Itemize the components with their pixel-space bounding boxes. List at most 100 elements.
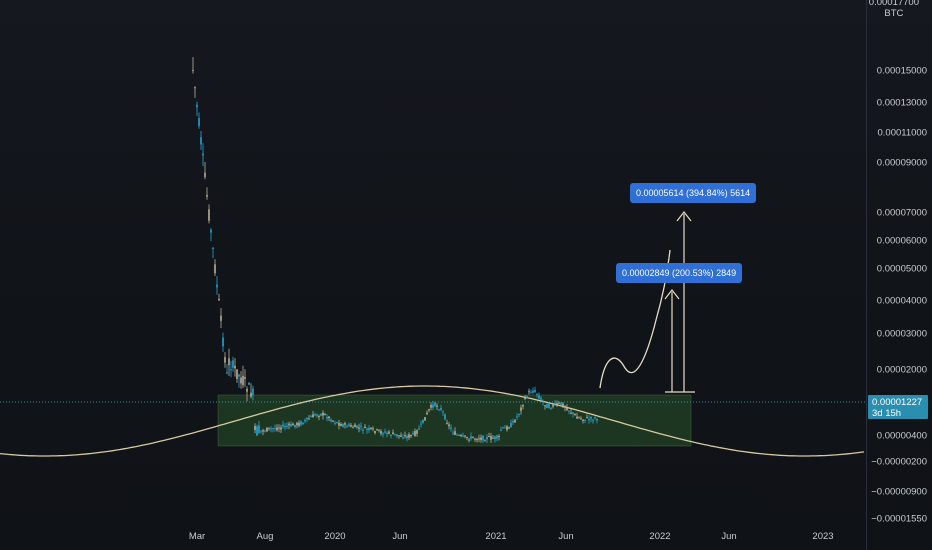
candle-body <box>396 434 398 437</box>
candle-body <box>336 422 338 424</box>
candle-body <box>228 358 230 366</box>
candle-body <box>276 427 278 431</box>
x-tick-label: Mar <box>188 531 206 542</box>
candle-body <box>288 423 290 426</box>
last-price-tag: 0.00001227 3d 15h <box>868 395 928 419</box>
candle-body <box>372 428 374 430</box>
candle-body <box>356 425 358 429</box>
candle-body <box>410 434 412 437</box>
candle-body <box>478 438 480 440</box>
candle-body <box>390 435 392 436</box>
candle-body <box>350 425 352 427</box>
candle-body <box>560 402 562 405</box>
candle-body <box>226 372 228 374</box>
y-tick-label: 0.00007000 <box>876 207 927 219</box>
candle-body <box>466 437 468 438</box>
candle-body <box>578 417 580 419</box>
candle-body <box>314 414 316 416</box>
y-tick-label: 0.00006000 <box>876 235 927 247</box>
candle-body <box>556 403 558 405</box>
candle-body <box>344 423 346 425</box>
candle-body <box>500 429 502 431</box>
candle-body <box>280 427 282 430</box>
candle-body <box>258 425 260 433</box>
candle-body <box>230 369 232 371</box>
candle-body <box>322 412 324 416</box>
candle-body <box>522 405 524 407</box>
candle-body <box>222 337 224 347</box>
candle-body <box>346 426 348 428</box>
x-tick-label: Aug <box>256 531 274 542</box>
candle-body <box>420 423 422 425</box>
y-tick-label: −0.00000900 <box>871 486 927 498</box>
candle-body <box>244 377 246 379</box>
candle-body <box>380 431 382 434</box>
candle-body <box>526 396 528 398</box>
price-chart[interactable] <box>0 0 866 550</box>
candle-body <box>486 436 488 440</box>
candle-body <box>386 432 388 434</box>
candle-body <box>414 431 416 436</box>
candle-body <box>442 411 444 413</box>
candle-body <box>512 421 514 423</box>
candle-body <box>304 420 306 422</box>
candle-body <box>412 432 414 435</box>
candle-body <box>282 424 284 427</box>
x-tick-label: 2023 <box>812 531 834 542</box>
candle-body <box>490 436 492 440</box>
candle-body <box>574 413 576 415</box>
candle-body <box>402 437 404 439</box>
candle-body <box>532 390 534 393</box>
candle-body <box>570 412 572 414</box>
candle-body <box>224 357 226 363</box>
candle-body <box>544 405 546 407</box>
candle-body <box>458 434 460 436</box>
candle-body <box>592 420 594 422</box>
candle-body <box>426 412 428 415</box>
candle-body <box>340 424 342 427</box>
candle-body <box>200 137 202 145</box>
candle-body <box>202 153 204 156</box>
candle-body <box>518 413 520 415</box>
candle-body <box>254 425 256 430</box>
candle-body <box>318 416 320 417</box>
candle-body <box>468 439 470 441</box>
y-tick-label: 0.00009000 <box>876 157 927 169</box>
target-label-low[interactable]: 0.00002849 (200.53%) 2849 <box>616 263 743 283</box>
candle-body <box>348 424 350 426</box>
candle-body <box>240 377 242 384</box>
candle-body <box>594 417 596 419</box>
candle-body <box>484 440 486 442</box>
candle-body <box>206 194 208 197</box>
candle-body <box>424 417 426 421</box>
price-axis[interactable]: 0.00017700 BTC 0.00015000 0.00013000 0.000… <box>866 0 932 550</box>
candle-body <box>364 426 366 428</box>
candle-body <box>566 407 568 411</box>
candle-body <box>234 365 236 369</box>
candle-body <box>302 422 304 425</box>
candle-body <box>354 424 356 428</box>
candle-body <box>494 436 496 440</box>
axis-unit: BTC <box>884 8 904 19</box>
candle-body <box>404 435 406 437</box>
candle-body <box>454 431 456 435</box>
candle-body <box>368 427 370 431</box>
candle-body <box>374 431 376 434</box>
candle-body <box>450 427 452 429</box>
candle-body <box>290 423 292 427</box>
candle-body <box>324 414 326 416</box>
y-tick-label: 0.00011000 <box>877 127 928 139</box>
cycle-curve <box>0 385 865 457</box>
target-label-high[interactable]: 0.00005614 (394.84%) 5614 <box>630 183 757 203</box>
x-tick-label: Jun <box>392 531 408 542</box>
candle-body <box>196 104 198 108</box>
candle-body <box>542 401 544 403</box>
candle-body <box>292 423 294 426</box>
candle-body <box>270 428 272 430</box>
candle-body <box>588 419 590 421</box>
candle-body <box>452 432 454 434</box>
candle-body <box>296 422 298 426</box>
candle-body <box>248 382 250 385</box>
candle-body <box>434 402 436 406</box>
